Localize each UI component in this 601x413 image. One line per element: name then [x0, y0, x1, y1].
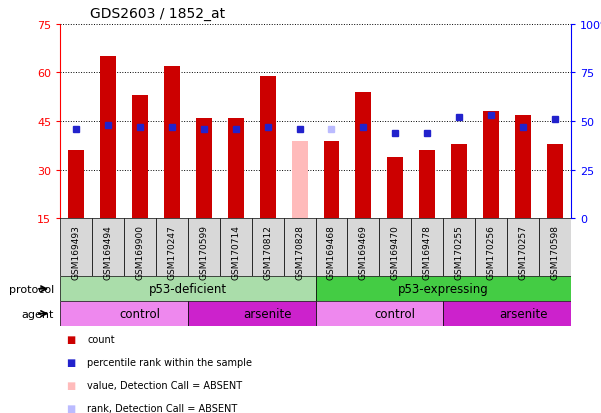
- Bar: [124, 219, 156, 277]
- Text: ■: ■: [66, 380, 75, 390]
- Text: ■: ■: [66, 335, 75, 344]
- Bar: [284, 219, 316, 277]
- Text: GSM169900: GSM169900: [135, 225, 144, 280]
- Text: GSM169478: GSM169478: [423, 225, 432, 280]
- Text: arsenite: arsenite: [243, 307, 292, 320]
- Bar: [100, 57, 116, 219]
- Bar: [156, 219, 188, 277]
- Text: count: count: [87, 335, 115, 344]
- Text: GSM169468: GSM169468: [327, 225, 336, 280]
- Bar: [60, 277, 316, 301]
- Text: GSM169493: GSM169493: [72, 225, 81, 280]
- Text: rank, Detection Call = ABSENT: rank, Detection Call = ABSENT: [87, 403, 237, 413]
- Text: GSM170599: GSM170599: [200, 225, 209, 280]
- Bar: [443, 301, 571, 326]
- Bar: [228, 119, 243, 219]
- Bar: [196, 119, 212, 219]
- Text: GSM170598: GSM170598: [551, 225, 560, 280]
- Bar: [92, 219, 124, 277]
- Text: GSM170256: GSM170256: [487, 225, 496, 280]
- Bar: [60, 301, 188, 326]
- Bar: [188, 219, 220, 277]
- Bar: [379, 219, 411, 277]
- Text: GSM170247: GSM170247: [167, 225, 176, 279]
- Text: GSM170828: GSM170828: [295, 225, 304, 280]
- Text: percentile rank within the sample: percentile rank within the sample: [87, 357, 252, 367]
- Text: GSM169470: GSM169470: [391, 225, 400, 280]
- Bar: [132, 96, 148, 219]
- Bar: [507, 219, 539, 277]
- Text: agent: agent: [22, 309, 54, 319]
- Text: control: control: [120, 307, 160, 320]
- Bar: [443, 219, 475, 277]
- Bar: [539, 219, 571, 277]
- Bar: [547, 145, 563, 219]
- Bar: [515, 115, 531, 219]
- Bar: [220, 219, 252, 277]
- Text: protocol: protocol: [9, 284, 54, 294]
- Bar: [316, 277, 571, 301]
- Bar: [316, 301, 443, 326]
- Text: p53-expressing: p53-expressing: [398, 282, 489, 296]
- Text: control: control: [375, 307, 416, 320]
- Bar: [388, 157, 403, 219]
- Bar: [451, 145, 467, 219]
- Text: GSM170257: GSM170257: [519, 225, 528, 280]
- Bar: [260, 76, 276, 219]
- Text: p53-deficient: p53-deficient: [149, 282, 227, 296]
- Text: GSM170714: GSM170714: [231, 225, 240, 280]
- Text: ■: ■: [66, 357, 75, 367]
- Bar: [188, 301, 316, 326]
- Bar: [483, 112, 499, 219]
- Text: value, Detection Call = ABSENT: value, Detection Call = ABSENT: [87, 380, 242, 390]
- Bar: [411, 219, 443, 277]
- Bar: [323, 141, 340, 219]
- Bar: [291, 141, 308, 219]
- Text: GDS2603 / 1852_at: GDS2603 / 1852_at: [90, 7, 225, 21]
- Text: GSM169469: GSM169469: [359, 225, 368, 280]
- Bar: [60, 219, 92, 277]
- Bar: [347, 219, 379, 277]
- Bar: [419, 151, 435, 219]
- Text: GSM169494: GSM169494: [103, 225, 112, 279]
- Bar: [252, 219, 284, 277]
- Bar: [164, 67, 180, 219]
- Bar: [355, 93, 371, 219]
- Bar: [68, 151, 84, 219]
- Text: arsenite: arsenite: [499, 307, 548, 320]
- Text: GSM170255: GSM170255: [455, 225, 464, 280]
- Text: ■: ■: [66, 403, 75, 413]
- Bar: [316, 219, 347, 277]
- Text: GSM170812: GSM170812: [263, 225, 272, 280]
- Bar: [475, 219, 507, 277]
